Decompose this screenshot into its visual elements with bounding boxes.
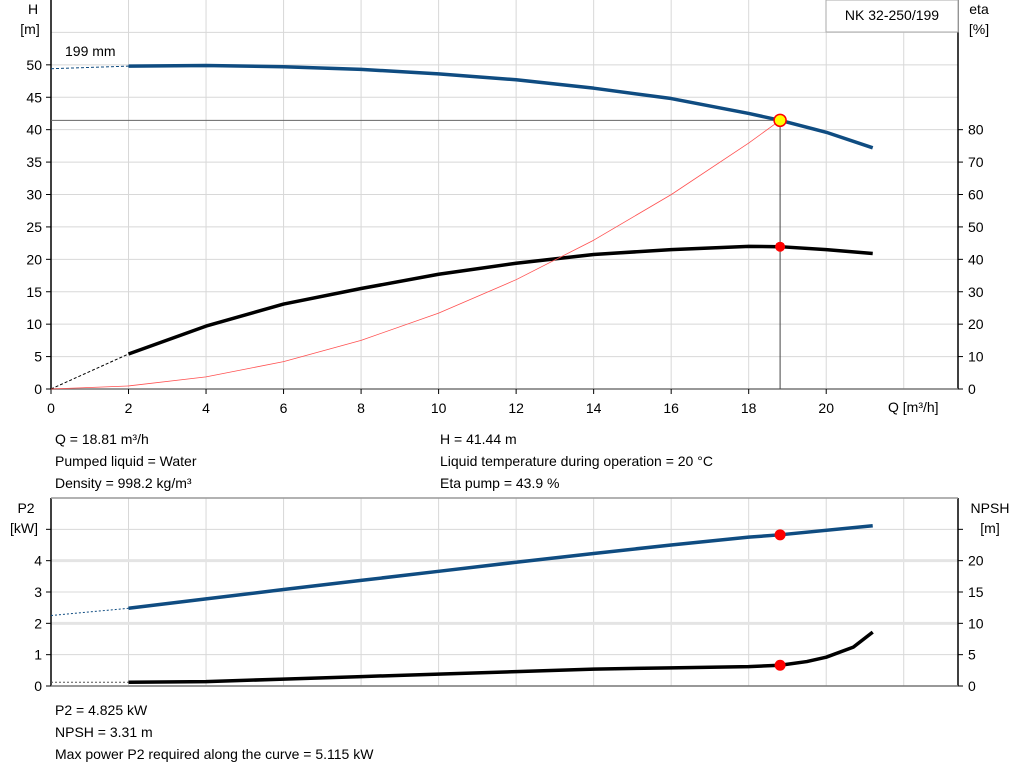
- head-curve-extension: [50, 65, 129, 70]
- y-tick-label-left: 20: [26, 251, 42, 267]
- y-tick-label-right: 50: [968, 219, 984, 235]
- info-eta: Eta pump = 43.9 %: [440, 475, 560, 491]
- y-tick-label-left: 15: [26, 284, 42, 300]
- y-tick-label-left: 40: [26, 122, 42, 138]
- x-tick-label: 14: [586, 400, 602, 416]
- y-tick-label-left: 3: [34, 584, 42, 600]
- y-tick-label-left: 4: [34, 553, 42, 569]
- info-npsh: NPSH = 3.31 m: [55, 724, 153, 740]
- x-tick-label: 20: [818, 400, 834, 416]
- y-tick-label-right: 15: [968, 584, 984, 600]
- pump-label: NK 32-250/199: [845, 7, 939, 23]
- info-temp: Liquid temperature during operation = 20…: [440, 453, 713, 469]
- y-tick-label-left: 0: [34, 678, 42, 694]
- efficiency-curve-extension: [50, 353, 129, 390]
- efficiency-curve: [127, 244, 873, 356]
- info-h: H = 41.44 m: [440, 431, 517, 447]
- info-liquid: Pumped liquid = Water: [55, 453, 197, 469]
- h-axis-name: H: [28, 1, 38, 17]
- power-npsh-chart: 0 1 2 3 4 0 5 10 15 20: [34, 497, 984, 694]
- y-tick-label-left: 50: [26, 57, 42, 73]
- h-axis-unit: [m]: [20, 21, 39, 37]
- x-tick-label: 4: [202, 400, 210, 416]
- p2-power-curve: [128, 523, 873, 611]
- x-tick-label: 8: [357, 400, 365, 416]
- npsh-operating-point: [774, 659, 786, 671]
- y-tick-label-right: 30: [968, 284, 984, 300]
- info-density: Density = 998.2 kg/m³: [55, 475, 192, 491]
- y-tick-label-right: 0: [968, 678, 976, 694]
- x-tick-label: 2: [125, 400, 133, 416]
- y-tick-label-left: 0: [34, 381, 42, 397]
- y-tick-label-left: 5: [34, 349, 42, 365]
- p2-axis-unit: [kW]: [10, 520, 38, 536]
- x-axis-label: Q [m³/h]: [888, 399, 939, 415]
- performance-chart: 0 5 10 15 20 25 30 35 40 45 50 0 10 20 30 40 50 60 70 80 0 2 4…: [26, 0, 984, 416]
- eta-axis-unit: [%]: [969, 21, 989, 37]
- x-tick-label: 16: [663, 400, 679, 416]
- y-tick-label-left: 2: [34, 615, 42, 631]
- system-curve: [50, 120, 781, 390]
- x-tick-label: 6: [280, 400, 288, 416]
- p2-operating-point: [774, 529, 786, 541]
- y-tick-label-right: 70: [968, 154, 984, 170]
- info-q: Q = 18.81 m³/h: [55, 431, 149, 447]
- npsh-axis-unit: [m]: [980, 520, 999, 536]
- npsh-curve: [128, 630, 874, 684]
- y-tick-label-right: 40: [968, 251, 984, 267]
- npsh-axis-name: NPSH: [971, 500, 1010, 516]
- y-tick-label-right: 20: [968, 316, 984, 332]
- x-tick-label: 12: [508, 400, 524, 416]
- p2-power-curve-extension: [50, 607, 129, 616]
- y-tick-label-right: 80: [968, 122, 984, 138]
- info-max-power: Max power P2 required along the curve = …: [55, 746, 374, 762]
- pump-label-box: [825, 0, 959, 33]
- info-p2: P2 = 4.825 kW: [55, 702, 148, 718]
- y-tick-label-left: 10: [26, 316, 42, 332]
- y-tick-label-right: 5: [968, 647, 976, 663]
- y-tick-label-left: 25: [26, 219, 42, 235]
- eta-axis-name: eta: [969, 1, 989, 17]
- x-tick-label: 18: [741, 400, 757, 416]
- duty-point-marker: [773, 113, 787, 128]
- y-tick-label-right: 20: [968, 553, 984, 569]
- impeller-label: 199 mm: [65, 43, 116, 59]
- y-tick-label-right: 60: [968, 187, 984, 203]
- x-tick-label: 10: [431, 400, 447, 416]
- y-tick-label-right: 10: [968, 349, 984, 365]
- p2-axis-name: P2: [17, 500, 34, 516]
- y-tick-label-left: 1: [34, 647, 42, 663]
- y-tick-label-left: 35: [26, 154, 42, 170]
- x-tick-label: 0: [47, 400, 55, 416]
- y-tick-label-right: 10: [968, 615, 984, 631]
- y-tick-label-left: 45: [26, 89, 42, 105]
- y-tick-label-left: 30: [26, 187, 42, 203]
- head-curve: [128, 63, 874, 150]
- y-tick-label-right: 0: [968, 381, 976, 397]
- efficiency-operating-point: [775, 241, 786, 252]
